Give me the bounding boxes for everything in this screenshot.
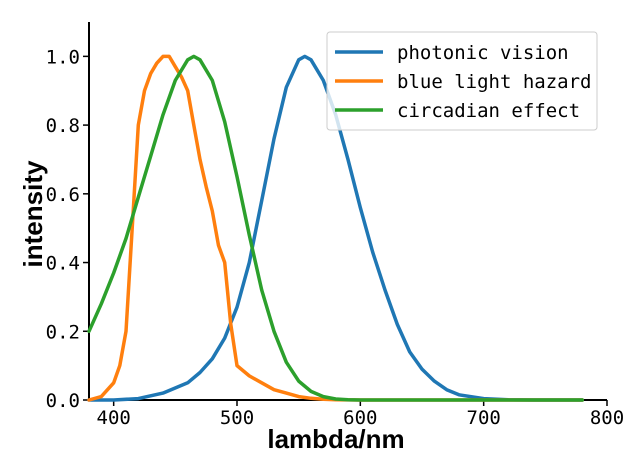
series-line-circadian-effect xyxy=(87,54,585,402)
legend-label-blue-light-hazard: blue light hazard xyxy=(397,71,591,93)
y-axis-title: intensity xyxy=(18,160,48,267)
legend-label-circadian-effect: circadian effect xyxy=(397,100,580,122)
x-tick-label: 800 xyxy=(590,407,624,429)
legend-frame xyxy=(326,31,598,131)
x-axis-title: lambda/nm xyxy=(267,424,404,454)
axes: 400 500 600 700 800 0.0 0.2 0.4 0.6 0.8 1.0 xyxy=(46,22,624,429)
y-tick-label: 0.0 xyxy=(46,390,80,412)
y-tick-label: 1.0 xyxy=(46,46,80,68)
x-tick-label: 700 xyxy=(467,407,501,429)
y-tick-label: 0.8 xyxy=(46,115,80,137)
series-line-blue-light-hazard xyxy=(87,54,585,402)
x-tick-label: 500 xyxy=(220,407,254,429)
legend: photonic vision blue light hazard circadia… xyxy=(326,31,598,131)
legend-label-photonic-vision: photonic vision xyxy=(397,42,569,64)
y-tick-label: 0.2 xyxy=(46,321,80,343)
plot-lines xyxy=(87,54,585,402)
x-tick-label: 600 xyxy=(343,407,377,429)
x-tick-label: 400 xyxy=(97,407,131,429)
y-tick-label: 0.6 xyxy=(46,184,80,206)
series-line-photonic-vision xyxy=(87,54,585,402)
y-tick-label: 0.4 xyxy=(46,253,80,275)
